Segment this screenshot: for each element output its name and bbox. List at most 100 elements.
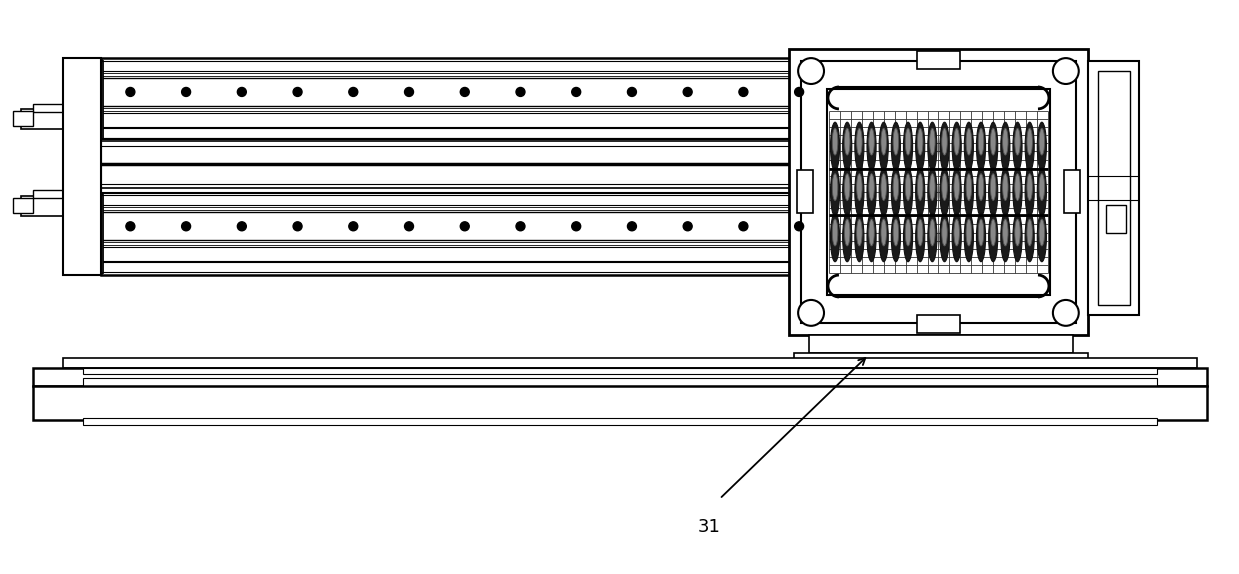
Bar <box>63 358 1197 367</box>
Bar <box>1098 71 1130 305</box>
Bar <box>100 113 795 127</box>
Ellipse shape <box>942 129 948 155</box>
Circle shape <box>515 87 525 96</box>
Ellipse shape <box>891 213 901 262</box>
Ellipse shape <box>964 122 974 171</box>
Circle shape <box>349 87 358 96</box>
Ellipse shape <box>1002 129 1009 155</box>
Ellipse shape <box>989 122 997 171</box>
Ellipse shape <box>1027 174 1032 200</box>
Bar <box>797 169 813 214</box>
Ellipse shape <box>843 168 851 216</box>
Ellipse shape <box>845 129 850 155</box>
Ellipse shape <box>1040 219 1044 246</box>
Ellipse shape <box>906 219 911 246</box>
Ellipse shape <box>964 213 974 262</box>
Bar <box>100 73 795 76</box>
Ellipse shape <box>1001 168 1010 216</box>
Ellipse shape <box>845 219 850 246</box>
Circle shape <box>405 222 414 231</box>
Ellipse shape <box>833 219 838 246</box>
Circle shape <box>182 87 191 96</box>
Bar <box>100 242 795 245</box>
Bar <box>33 386 1207 420</box>
Circle shape <box>571 87 581 96</box>
Ellipse shape <box>903 122 913 171</box>
Circle shape <box>738 222 748 231</box>
Ellipse shape <box>1037 122 1047 171</box>
Ellipse shape <box>979 219 984 246</box>
Ellipse shape <box>867 213 876 262</box>
Ellipse shape <box>833 129 838 155</box>
Bar <box>63 61 103 139</box>
Circle shape <box>405 87 414 96</box>
Bar <box>33 367 1207 386</box>
Ellipse shape <box>856 219 862 246</box>
Circle shape <box>238 87 247 96</box>
Ellipse shape <box>855 168 864 216</box>
Bar <box>63 58 100 275</box>
Circle shape <box>294 222 302 231</box>
Ellipse shape <box>989 168 997 216</box>
Ellipse shape <box>954 174 959 200</box>
Bar <box>12 199 33 214</box>
Bar <box>1088 61 1140 315</box>
Ellipse shape <box>940 122 949 171</box>
Ellipse shape <box>867 168 876 216</box>
Ellipse shape <box>917 174 923 200</box>
Ellipse shape <box>916 168 924 216</box>
Bar <box>83 378 1157 386</box>
Circle shape <box>460 222 470 231</box>
Ellipse shape <box>1002 219 1009 246</box>
Ellipse shape <box>903 213 913 262</box>
Ellipse shape <box>1002 174 1009 200</box>
Circle shape <box>1053 300 1079 326</box>
Circle shape <box>683 222 693 231</box>
Ellipse shape <box>906 174 911 200</box>
Ellipse shape <box>880 213 888 262</box>
Ellipse shape <box>990 129 996 155</box>
Bar <box>100 128 795 138</box>
Ellipse shape <box>845 174 850 200</box>
Ellipse shape <box>952 168 961 216</box>
Ellipse shape <box>954 219 959 246</box>
Circle shape <box>182 222 191 231</box>
Circle shape <box>1053 58 1079 84</box>
Ellipse shape <box>893 219 898 246</box>
Ellipse shape <box>1027 219 1032 246</box>
Ellipse shape <box>979 174 984 200</box>
Ellipse shape <box>1025 122 1035 171</box>
Ellipse shape <box>952 122 961 171</box>
Ellipse shape <box>1015 174 1020 200</box>
Ellipse shape <box>1015 129 1020 155</box>
Ellipse shape <box>916 122 924 171</box>
Bar <box>100 195 795 205</box>
Bar <box>100 207 795 211</box>
Bar <box>100 78 795 106</box>
Bar <box>100 247 795 261</box>
Ellipse shape <box>917 129 923 155</box>
Ellipse shape <box>893 174 898 200</box>
Circle shape <box>683 87 693 96</box>
Ellipse shape <box>1037 168 1047 216</box>
Ellipse shape <box>843 122 851 171</box>
Bar <box>33 191 63 199</box>
Ellipse shape <box>1027 129 1032 155</box>
Circle shape <box>126 87 135 96</box>
Bar <box>100 262 795 272</box>
Ellipse shape <box>856 129 862 155</box>
Ellipse shape <box>830 213 840 262</box>
Circle shape <box>738 87 748 96</box>
Ellipse shape <box>891 122 901 171</box>
Bar <box>21 109 64 129</box>
Ellipse shape <box>1001 213 1010 262</box>
Bar <box>100 108 795 111</box>
Bar <box>809 335 1073 352</box>
Ellipse shape <box>891 168 901 216</box>
Ellipse shape <box>940 213 949 262</box>
Ellipse shape <box>880 122 888 171</box>
Bar <box>917 51 960 69</box>
Ellipse shape <box>1040 129 1044 155</box>
Ellipse shape <box>1025 168 1035 216</box>
Bar <box>63 195 103 273</box>
